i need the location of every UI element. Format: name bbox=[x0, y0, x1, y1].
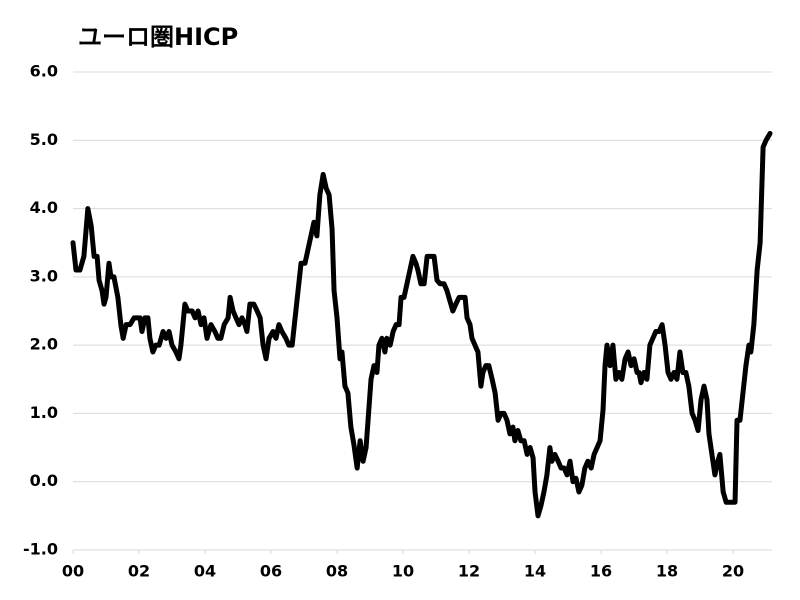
x-tick-label: 06 bbox=[260, 562, 282, 581]
x-tick-label: 18 bbox=[656, 562, 678, 581]
x-tick-label: 16 bbox=[590, 562, 612, 581]
y-tick-label: -1.0 bbox=[23, 540, 58, 559]
y-tick-label: 3.0 bbox=[30, 266, 58, 285]
y-tick-label: 2.0 bbox=[30, 335, 58, 354]
x-tick-label: 02 bbox=[128, 562, 150, 581]
x-tick-label: 10 bbox=[392, 562, 414, 581]
x-tick-label: 00 bbox=[62, 562, 84, 581]
x-tick-label: 12 bbox=[458, 562, 480, 581]
y-tick-label: 4.0 bbox=[30, 198, 58, 217]
y-tick-label: 6.0 bbox=[30, 62, 58, 81]
x-tick-label: 08 bbox=[326, 562, 348, 581]
x-tick-label: 20 bbox=[722, 562, 744, 581]
line bbox=[70, 130, 773, 519]
x-tick-label: 14 bbox=[524, 562, 546, 581]
y-tick-label: 1.0 bbox=[30, 403, 58, 422]
y-tick-label: 0.0 bbox=[30, 471, 58, 490]
x-tick-label: 04 bbox=[194, 562, 216, 581]
y-tick-label: 5.0 bbox=[30, 130, 58, 149]
chart-title: ユーロ圏HICP bbox=[78, 23, 238, 51]
